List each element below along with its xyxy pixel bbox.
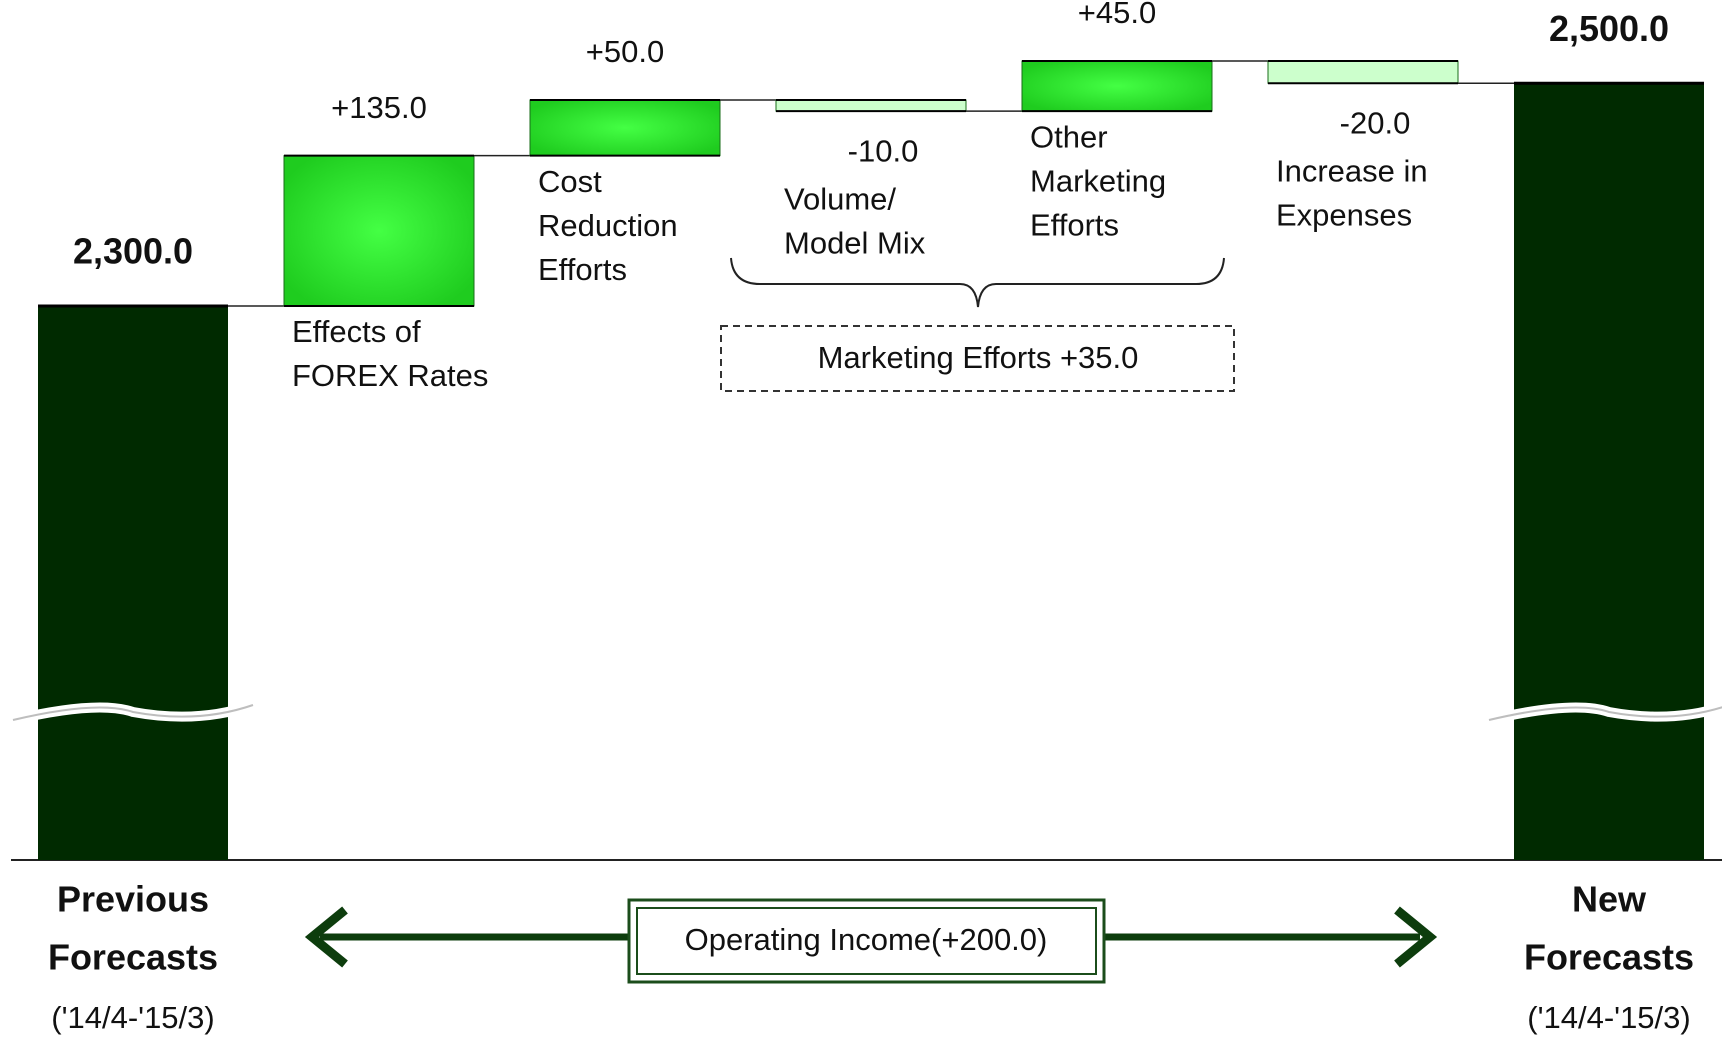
category-label: Reduction (538, 208, 678, 243)
total-annotation: Operating Income(+200.0) (685, 922, 1048, 957)
brace (730, 257, 1225, 308)
axis-break (12, 704, 254, 721)
value-label: +135.0 (331, 90, 427, 125)
value-label: 2,300.0 (73, 231, 193, 272)
value-label: +50.0 (586, 34, 664, 69)
category-label: Forecasts (1524, 937, 1694, 978)
category-label: FOREX Rates (292, 358, 488, 393)
delta-bar (529, 99, 721, 157)
category-label: Efforts (1030, 207, 1119, 242)
category-label: Effects of (292, 314, 421, 349)
category-label: Cost (538, 164, 602, 199)
period-label: ('14/4-'15/3) (51, 1000, 214, 1035)
category-label: New (1572, 879, 1647, 920)
axis-break (11, 700, 255, 725)
total-box-inner (636, 907, 1097, 975)
total-bar (38, 306, 228, 860)
category-label: Previous (57, 879, 209, 920)
category-label: Expenses (1276, 197, 1412, 232)
category-label: Volume/ (784, 181, 896, 216)
group-box (720, 325, 1235, 392)
value-label: 2,500.0 (1549, 8, 1669, 49)
delta-bar (1267, 60, 1459, 84)
category-label: Increase in (1276, 153, 1428, 188)
axis-break (1487, 701, 1722, 725)
delta-bar (775, 99, 967, 112)
total-bar (1514, 83, 1704, 861)
category-label: Other (1030, 119, 1108, 154)
group-annotation: Marketing Efforts +35.0 (818, 340, 1139, 375)
value-label: -10.0 (848, 133, 919, 168)
category-label: Marketing (1030, 163, 1166, 198)
delta-bar (283, 155, 475, 307)
value-label: -20.0 (1340, 105, 1411, 140)
axis-break (1488, 706, 1722, 721)
delta-bar (1021, 60, 1213, 112)
category-label: Forecasts (48, 937, 218, 978)
period-label: ('14/4-'15/3) (1527, 1000, 1690, 1035)
category-label: Model Mix (784, 225, 926, 260)
category-label: Efforts (538, 252, 627, 287)
value-label: +45.0 (1078, 0, 1156, 30)
